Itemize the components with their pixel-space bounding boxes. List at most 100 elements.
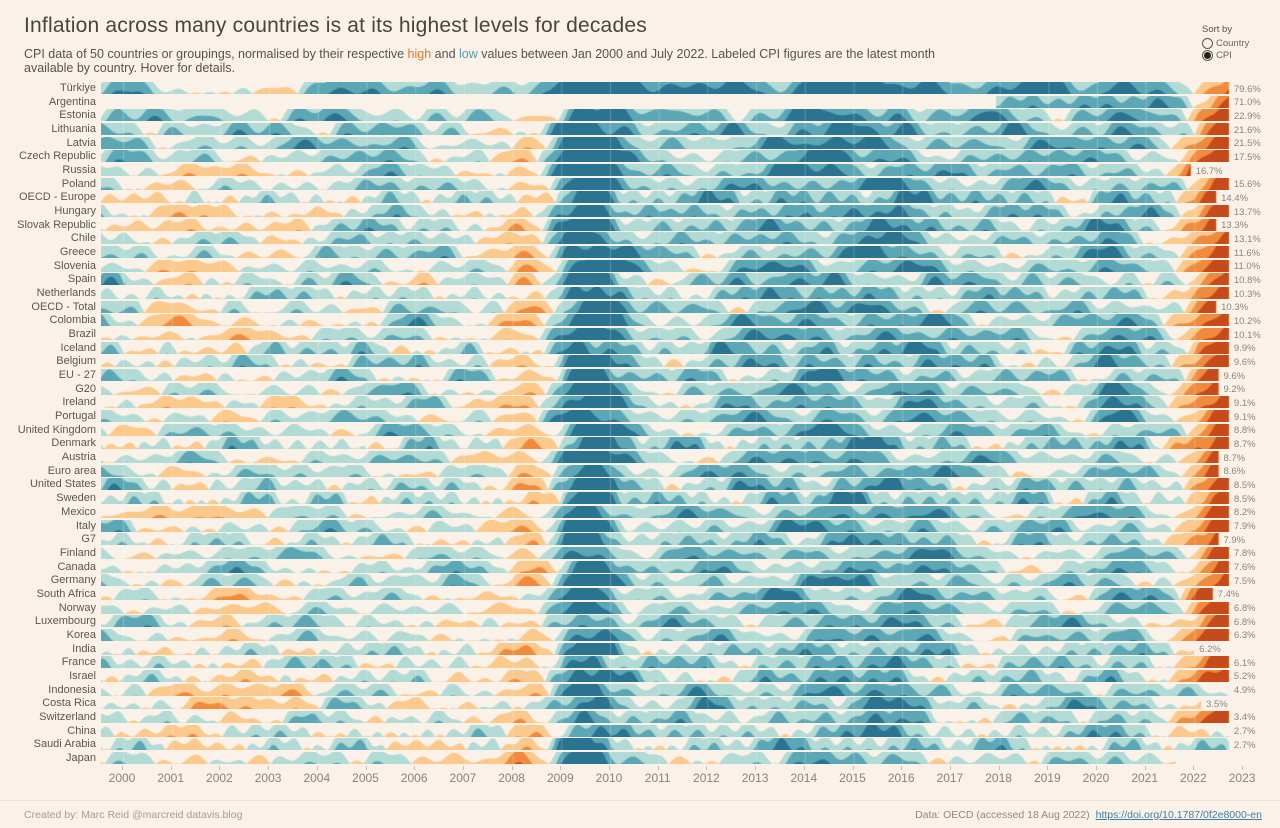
horizon-canvas[interactable] [101, 328, 1259, 341]
horizon-plot[interactable]: 9.6% [101, 355, 1259, 368]
horizon-plot[interactable]: 21.6% [101, 123, 1261, 136]
horizon-plot[interactable]: 6.8% [101, 601, 1259, 614]
horizon-canvas[interactable] [101, 615, 1259, 628]
horizon-plot[interactable]: 9.6% [101, 369, 1259, 382]
horizon-canvas[interactable] [101, 546, 1259, 559]
horizon-canvas[interactable] [101, 464, 1259, 477]
horizon-canvas[interactable] [101, 642, 1259, 655]
horizon-canvas[interactable] [101, 246, 1259, 259]
horizon-canvas[interactable] [101, 437, 1259, 450]
horizon-canvas[interactable] [101, 410, 1259, 423]
horizon-canvas[interactable] [101, 533, 1259, 546]
horizon-canvas[interactable] [101, 751, 1259, 764]
horizon-plot[interactable]: 71.0% [101, 95, 1261, 108]
horizon-plot[interactable]: 4.9% [101, 683, 1259, 696]
horizon-canvas[interactable] [101, 82, 1259, 94]
horizon-plot[interactable]: 10.3% [101, 300, 1259, 313]
horizon-canvas[interactable] [101, 205, 1259, 218]
horizon-canvas[interactable] [101, 587, 1259, 600]
horizon-canvas[interactable] [101, 574, 1259, 587]
horizon-canvas[interactable] [101, 191, 1259, 204]
horizon-plot[interactable]: 8.2% [101, 505, 1259, 518]
horizon-plot[interactable]: 11.0% [101, 259, 1260, 272]
sort-option-cpi[interactable]: CPI [1202, 50, 1264, 61]
horizon-plot[interactable]: 13.1% [101, 232, 1261, 245]
horizon-canvas[interactable] [101, 273, 1259, 286]
horizon-plot[interactable]: 13.7% [101, 205, 1261, 218]
horizon-canvas[interactable] [101, 314, 1259, 327]
horizon-plot[interactable]: 3.5% [101, 697, 1259, 710]
horizon-canvas[interactable] [101, 710, 1259, 723]
horizon-plot[interactable]: 15.6% [101, 177, 1261, 190]
horizon-plot[interactable]: 10.8% [101, 273, 1261, 286]
horizon-plot[interactable] [101, 751, 1259, 764]
horizon-canvas[interactable] [101, 656, 1259, 669]
radio-unselected-icon[interactable] [1202, 38, 1213, 49]
horizon-plot[interactable]: 14.4% [101, 191, 1259, 204]
horizon-plot[interactable]: 8.8% [101, 423, 1259, 436]
horizon-plot[interactable]: 7.4% [101, 587, 1259, 600]
horizon-plot[interactable]: 7.8% [101, 546, 1259, 559]
horizon-canvas[interactable] [101, 218, 1259, 231]
horizon-plot[interactable]: 2.7% [101, 738, 1259, 751]
horizon-canvas[interactable] [101, 451, 1259, 464]
horizon-plot[interactable]: 79.6% [101, 82, 1261, 95]
horizon-plot[interactable]: 8.5% [101, 478, 1259, 491]
horizon-plot[interactable]: 7.6% [101, 560, 1259, 573]
horizon-plot[interactable]: 21.5% [101, 136, 1261, 149]
horizon-plot[interactable]: 6.1% [101, 656, 1259, 669]
horizon-canvas[interactable] [101, 177, 1259, 190]
horizon-plot[interactable]: 10.1% [101, 328, 1261, 341]
horizon-canvas[interactable] [101, 164, 1259, 177]
horizon-plot[interactable]: 5.2% [101, 669, 1259, 682]
horizon-canvas[interactable] [101, 724, 1259, 737]
horizon-plot[interactable]: 8.6% [101, 464, 1259, 477]
horizon-plot[interactable]: 6.3% [101, 628, 1259, 641]
horizon-canvas[interactable] [101, 519, 1259, 532]
horizon-canvas[interactable] [101, 150, 1259, 163]
horizon-canvas[interactable] [101, 382, 1259, 395]
horizon-plot[interactable]: 9.1% [101, 410, 1259, 423]
horizon-canvas[interactable] [101, 628, 1259, 641]
horizon-plot[interactable]: 8.7% [101, 451, 1259, 464]
horizon-plot[interactable]: 10.2% [101, 314, 1261, 327]
horizon-canvas[interactable] [101, 136, 1259, 149]
horizon-canvas[interactable] [101, 300, 1259, 313]
horizon-canvas[interactable] [101, 232, 1259, 245]
horizon-plot[interactable]: 8.7% [101, 437, 1259, 450]
horizon-plot[interactable]: 11.6% [101, 246, 1260, 259]
horizon-canvas[interactable] [101, 492, 1259, 505]
horizon-plot[interactable]: 13.3% [101, 218, 1259, 231]
horizon-canvas[interactable] [101, 669, 1259, 682]
horizon-canvas[interactable] [101, 423, 1259, 436]
horizon-canvas[interactable] [101, 601, 1259, 614]
horizon-canvas[interactable] [101, 95, 1259, 108]
horizon-canvas[interactable] [101, 560, 1259, 573]
horizon-plot[interactable]: 3.4% [101, 710, 1259, 723]
sort-option-country[interactable]: Country [1202, 38, 1264, 49]
horizon-canvas[interactable] [101, 259, 1259, 272]
horizon-plot[interactable]: 9.9% [101, 341, 1259, 354]
horizon-canvas[interactable] [101, 697, 1259, 710]
horizon-canvas[interactable] [101, 478, 1259, 491]
horizon-plot[interactable]: 9.1% [101, 396, 1259, 409]
horizon-plot[interactable]: 7.5% [101, 574, 1259, 587]
horizon-plot[interactable]: 6.2% [101, 642, 1259, 655]
horizon-canvas[interactable] [101, 123, 1259, 136]
horizon-plot[interactable]: 7.9% [101, 519, 1259, 532]
horizon-canvas[interactable] [101, 369, 1259, 382]
horizon-canvas[interactable] [101, 738, 1259, 751]
horizon-plot[interactable]: 16.7% [101, 164, 1259, 177]
source-link[interactable]: https://doi.org/10.1787/0f2e8000-en [1095, 808, 1262, 821]
horizon-plot[interactable]: 7.9% [101, 533, 1259, 546]
horizon-canvas[interactable] [101, 505, 1259, 518]
horizon-plot[interactable]: 10.3% [101, 287, 1261, 300]
horizon-plot[interactable]: 9.2% [101, 382, 1259, 395]
horizon-plot[interactable]: 8.5% [101, 492, 1259, 505]
horizon-canvas[interactable] [101, 287, 1259, 300]
horizon-plot[interactable]: 6.8% [101, 615, 1259, 628]
horizon-plot[interactable]: 17.5% [101, 150, 1261, 163]
radio-selected-icon[interactable] [1202, 50, 1213, 61]
horizon-canvas[interactable] [101, 109, 1259, 122]
horizon-canvas[interactable] [101, 396, 1259, 409]
